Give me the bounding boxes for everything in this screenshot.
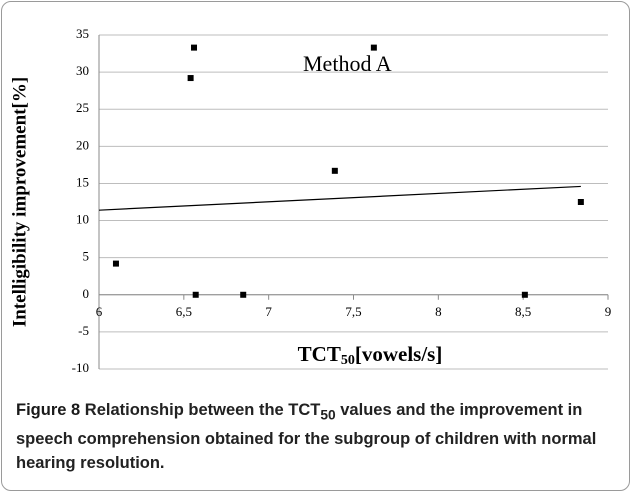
- caption-text: Relationship between the TCT: [80, 401, 321, 419]
- x-tick-label: 8,5: [515, 304, 531, 319]
- caption-text: values and the improvement in speech com…: [16, 401, 597, 473]
- point: [331, 167, 338, 174]
- caption-label: Figure 8: [16, 401, 81, 419]
- point: [112, 260, 119, 267]
- caption-subscript: 50: [320, 407, 336, 423]
- point: [187, 75, 194, 82]
- x-axis-label-main: TCT: [298, 342, 341, 366]
- point: [521, 291, 528, 298]
- y-tick-label: 15: [76, 174, 89, 189]
- point: [191, 44, 198, 51]
- x-axis-label-sub: 50: [341, 353, 355, 368]
- y-tick-label: 30: [76, 63, 89, 78]
- y-tick-label: -10: [72, 360, 89, 375]
- x-tick-label: 8: [435, 304, 442, 319]
- y-axis-label: Intelligibility improvement[%]: [9, 77, 30, 327]
- y-tick-label: 25: [76, 100, 89, 115]
- point: [370, 44, 377, 51]
- caption: Figure 8 Relationship between the TCT50 …: [16, 398, 616, 475]
- x-axis-label-rest: [vowels/s]: [355, 342, 443, 366]
- annotation: Method A: [303, 51, 392, 76]
- y-tick-label: 20: [76, 137, 89, 152]
- y-tick-label: 10: [76, 212, 89, 227]
- trend-line: [98, 185, 581, 211]
- x-tick-label: 6,5: [176, 304, 192, 319]
- y-tick-label: 35: [76, 26, 89, 41]
- y-tick-label: 5: [83, 249, 90, 264]
- x-tick-label: 6: [96, 304, 103, 319]
- y-tick-label: -5: [78, 323, 89, 338]
- x-axis-label: TCT50[vowels/s]: [298, 342, 443, 368]
- point: [577, 199, 584, 205]
- point: [192, 291, 199, 298]
- x-tick-label: 7: [265, 304, 272, 319]
- chart: -10 -5 0 5 10 15 20 25 30 35 6 6,5 7 7,5 8 8,5 9 Method A…: [9, 26, 612, 375]
- y-tick-label: 0: [83, 286, 90, 301]
- x-tick-label: 9: [605, 304, 612, 319]
- point: [240, 291, 247, 298]
- x-tick-label: 7,5: [345, 304, 361, 319]
